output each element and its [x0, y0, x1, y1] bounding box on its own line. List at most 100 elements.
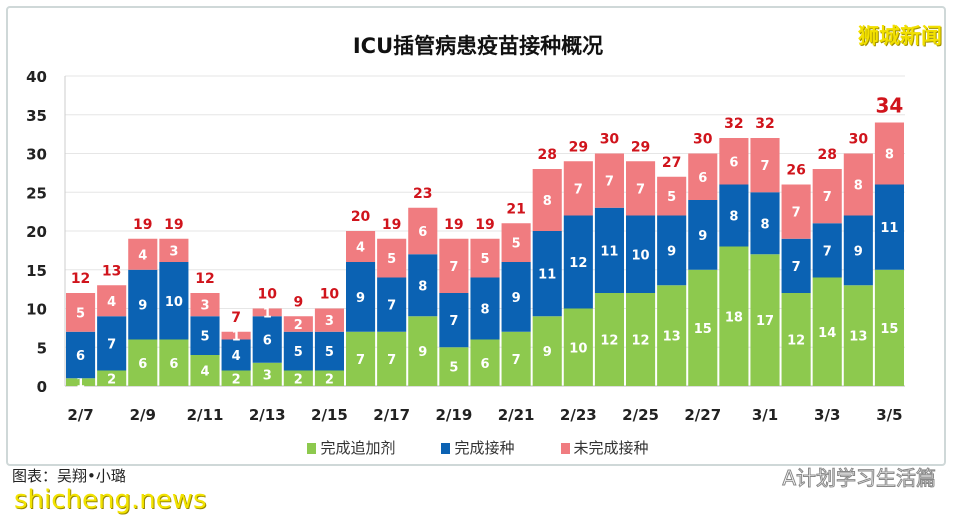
bar-segment — [314, 308, 344, 332]
total-label: 27 — [662, 155, 681, 171]
data-label: 17 — [756, 314, 774, 329]
bar-segment — [190, 316, 220, 355]
data-label: 7 — [823, 190, 832, 205]
data-label: 9 — [543, 345, 552, 360]
data-label: 5 — [294, 345, 303, 360]
bar-segment — [532, 169, 562, 231]
y-tick-label: 5 — [37, 339, 47, 357]
data-label: 7 — [387, 299, 396, 314]
data-label: 2 — [107, 372, 116, 387]
data-label: 7 — [107, 337, 116, 352]
bar-segment — [377, 331, 407, 386]
total-label: 10 — [320, 287, 340, 303]
total-label: 32 — [755, 116, 774, 132]
total-label: 7 — [231, 310, 241, 326]
data-label: 7 — [512, 353, 521, 368]
legend-item-vaccinated: 完成接种 — [441, 437, 515, 458]
total-label: 28 — [537, 147, 556, 163]
bar-segment — [190, 355, 220, 386]
bar-segment — [594, 293, 624, 386]
bar-segment — [657, 285, 687, 386]
y-tick-label: 30 — [26, 146, 47, 164]
bar-segment — [843, 285, 873, 386]
data-label: 8 — [418, 279, 427, 294]
bar-segment — [719, 246, 749, 386]
legend-item-booster: 完成追加剂 — [307, 437, 395, 458]
x-tick-label: 3/1 — [752, 406, 778, 424]
data-label: 15 — [880, 322, 898, 337]
bar-segment — [66, 378, 96, 386]
bar-segment — [781, 238, 811, 293]
data-label: 6 — [480, 357, 489, 372]
total-label: 19 — [164, 217, 183, 233]
total-label: 32 — [724, 116, 743, 132]
data-label: 9 — [854, 244, 863, 259]
data-label: 6 — [729, 155, 738, 170]
x-tick-label: 2/21 — [498, 406, 535, 424]
data-label: 6 — [418, 225, 427, 240]
bar-segment — [283, 316, 313, 332]
bar-segment — [221, 339, 251, 371]
y-tick-label: 15 — [26, 262, 47, 280]
data-label: 12 — [787, 334, 805, 349]
x-tick-label: 2/23 — [560, 406, 597, 424]
data-label: 13 — [663, 330, 681, 345]
data-label: 13 — [849, 330, 867, 345]
total-label: 12 — [195, 271, 214, 287]
legend: 完成追加剂 完成接种 未完成接种 — [0, 437, 956, 458]
y-tick-label: 40 — [26, 68, 47, 86]
total-label: 19 — [444, 217, 463, 233]
bar-segment — [283, 331, 313, 371]
bar-segment — [346, 262, 376, 332]
bar-segment — [159, 339, 189, 386]
bar-segment — [843, 215, 873, 286]
bar-segment — [843, 153, 873, 216]
bar-segment — [439, 347, 469, 386]
data-label: 5 — [667, 190, 676, 205]
data-label: 6 — [76, 349, 85, 364]
x-tick-label: 2/27 — [684, 406, 721, 424]
data-label: 7 — [449, 260, 458, 275]
total-label: 23 — [413, 186, 432, 202]
data-label: 7 — [792, 206, 801, 221]
bar-segment — [750, 254, 780, 386]
chart-title: ICU插管病患疫苗接种概况 — [352, 34, 604, 58]
bar-segment — [97, 285, 127, 317]
total-label: 13 — [102, 263, 121, 279]
data-label: 18 — [725, 310, 743, 325]
data-label: 5 — [512, 237, 521, 252]
data-label: 3 — [325, 314, 334, 329]
bar-segment — [688, 269, 718, 386]
bar-segment — [252, 362, 282, 386]
total-label: 19 — [382, 217, 401, 233]
data-label: 15 — [694, 322, 712, 337]
data-label: 7 — [823, 244, 832, 259]
total-label: 10 — [257, 287, 277, 303]
data-label: 7 — [605, 175, 614, 190]
data-label: 12 — [600, 334, 618, 349]
x-tick-label: 2/11 — [187, 406, 224, 424]
data-label: 5 — [480, 252, 489, 267]
total-label: 29 — [631, 139, 650, 155]
bar-segment — [594, 153, 624, 208]
bar-segment — [221, 331, 251, 340]
data-label: 11 — [880, 221, 898, 236]
data-label: 8 — [480, 303, 489, 318]
bar-segment — [626, 215, 656, 293]
data-label: 7 — [356, 353, 365, 368]
bar-segment — [283, 370, 313, 386]
bar-segment — [377, 238, 407, 278]
bar-segment — [408, 316, 438, 386]
watermark-wechat: A计划学习生活篇 — [782, 466, 937, 491]
total-label: 29 — [569, 139, 588, 155]
bar-segment — [781, 184, 811, 239]
data-label: 9 — [418, 345, 427, 360]
data-label: 7 — [636, 182, 645, 197]
bar-segment — [346, 231, 376, 262]
y-tick-label: 25 — [26, 184, 47, 202]
bar-segment — [750, 192, 780, 255]
bar-segment — [657, 176, 687, 216]
bar-segment — [128, 269, 158, 340]
bar-segment — [688, 200, 718, 270]
bar-segment — [812, 223, 842, 278]
